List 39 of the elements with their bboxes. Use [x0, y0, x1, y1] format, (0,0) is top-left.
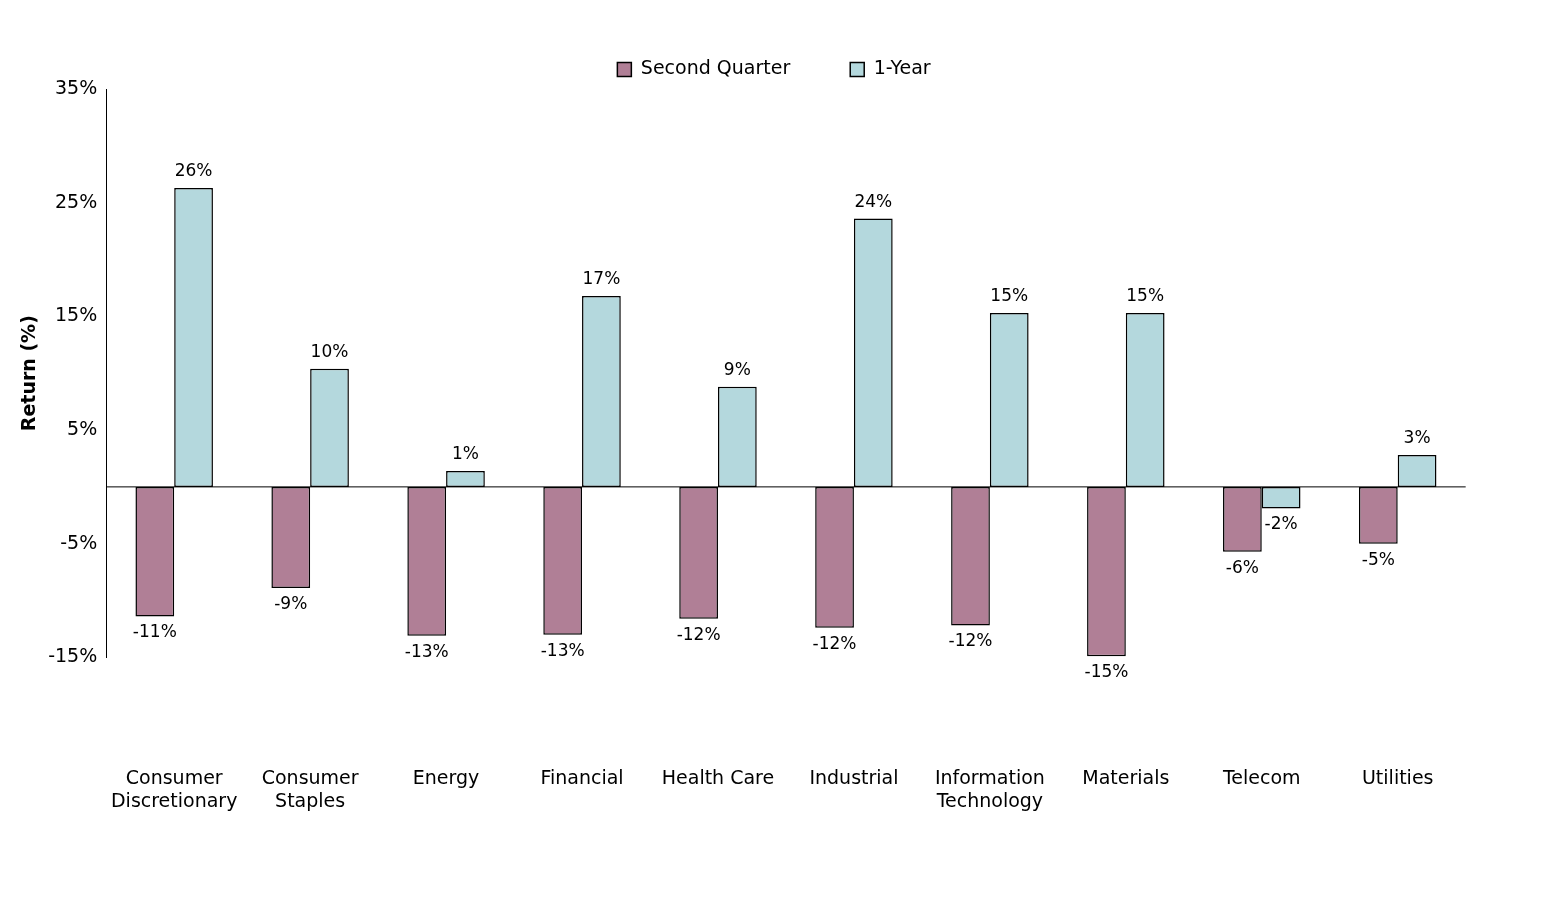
data-label: -6%	[1225, 556, 1259, 577]
y-tick-label: 15%	[54, 303, 98, 326]
x-tick-label: Materials	[1082, 765, 1170, 788]
x-tick-label: Industrial	[809, 765, 899, 788]
data-label: -2%	[1264, 513, 1298, 534]
x-tick-label: Consumer Discretionary	[110, 765, 238, 811]
y-tick-label: -5%	[60, 530, 98, 553]
x-tick-label: Utilities	[1361, 765, 1434, 788]
data-label: 26%	[174, 159, 213, 180]
x-tick-label: Telecom	[1221, 765, 1301, 788]
data-label: 17%	[582, 267, 621, 288]
data-label: -11%	[132, 621, 177, 642]
data-label: 1%	[451, 442, 479, 463]
legend-label: Second Quarter	[640, 56, 791, 79]
y-tick-label: 5%	[67, 416, 98, 439]
data-label: 10%	[310, 340, 349, 361]
x-tick-label: Financial	[540, 765, 624, 788]
data-label: -13%	[540, 639, 585, 660]
data-label: -13%	[404, 640, 449, 661]
data-label: -15%	[1084, 661, 1129, 682]
data-label: -12%	[948, 630, 993, 651]
data-label: 24%	[854, 190, 893, 211]
legend-label: 1-Year	[873, 56, 931, 79]
data-label: 3%	[1403, 426, 1431, 447]
x-tick-label: Information Technology	[934, 765, 1045, 811]
data-label: -12%	[812, 632, 857, 653]
y-tick-label: 35%	[54, 75, 98, 98]
x-tick-label: Consumer Staples	[261, 765, 359, 811]
y-tick-label: -15%	[48, 644, 98, 667]
data-label: 15%	[1126, 284, 1165, 305]
y-axis-title: Return (%)	[16, 315, 39, 432]
data-label: 9%	[723, 358, 751, 379]
data-label: 15%	[990, 284, 1029, 305]
data-label: -5%	[1361, 548, 1395, 569]
x-tick-label: Energy	[412, 765, 480, 788]
data-label: -9%	[274, 592, 308, 613]
x-tick-label: Health Care	[661, 765, 775, 788]
data-label: -12%	[676, 623, 721, 644]
y-tick-label: 25%	[54, 189, 98, 212]
